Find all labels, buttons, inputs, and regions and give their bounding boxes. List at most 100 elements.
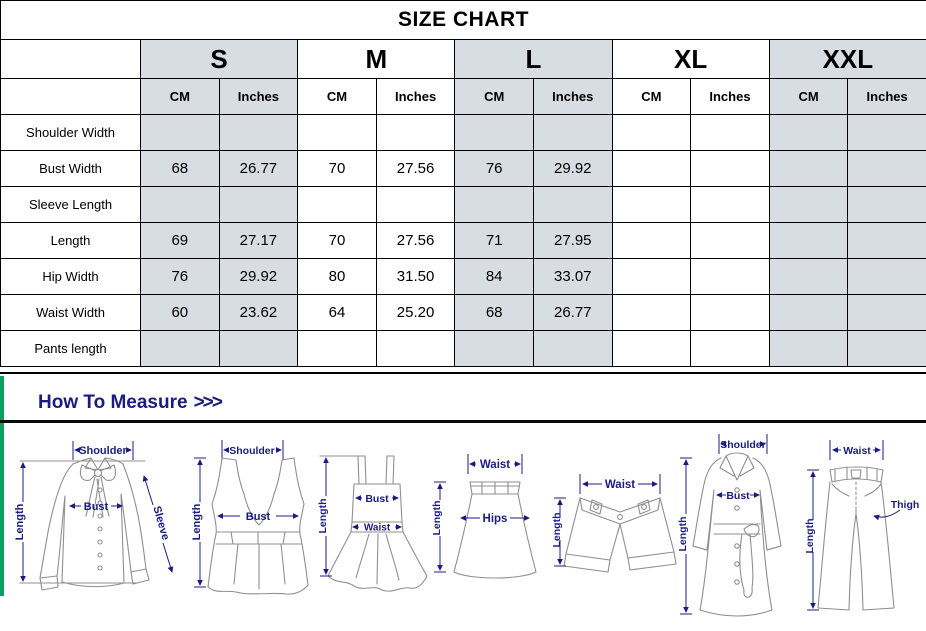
measurement-cell bbox=[690, 258, 770, 295]
measurement-cell: 29.92 bbox=[218, 258, 299, 295]
measurement-cell bbox=[768, 294, 849, 331]
figure-coat: Shoulder Bust Length bbox=[664, 428, 806, 631]
measurement-cell bbox=[611, 258, 692, 295]
figure-skirt: Waist Hips Length bbox=[430, 434, 560, 619]
measurement-cell: 31.50 bbox=[375, 258, 456, 295]
size-header-xl: XL bbox=[611, 39, 770, 79]
measurement-cell bbox=[768, 258, 849, 295]
dress-bust-label: Bust bbox=[365, 493, 389, 505]
unit-header-xl-cm: CM bbox=[611, 78, 692, 115]
row-label: Waist Width bbox=[0, 294, 141, 331]
unit-header-m-cm: CM bbox=[297, 78, 377, 115]
measurement-cell: 69 bbox=[140, 222, 220, 259]
figure-dress: Bust Waist Length bbox=[314, 434, 442, 619]
measurement-cell bbox=[611, 222, 692, 259]
measurement-cell bbox=[218, 186, 299, 223]
figure-pants: Waist Thigh Length bbox=[797, 432, 925, 631]
heading-divider bbox=[0, 420, 926, 423]
skirt-length-label: Length bbox=[431, 501, 443, 536]
blouse-length-label: Length bbox=[14, 503, 26, 540]
chevrons-icon: >>> bbox=[193, 392, 223, 413]
measurement-cell: 27.95 bbox=[532, 222, 613, 259]
measurement-cell bbox=[532, 186, 613, 223]
size-header-l: L bbox=[454, 39, 613, 79]
unit-header-m-inches: Inches bbox=[375, 78, 456, 115]
measurement-cell: 76 bbox=[140, 258, 220, 295]
skirt-waist-label: Waist bbox=[480, 459, 510, 471]
measurement-cell bbox=[768, 330, 849, 367]
chart-title: SIZE CHART bbox=[0, 0, 926, 40]
measurement-cell: 26.77 bbox=[218, 150, 299, 187]
measurement-cell bbox=[847, 150, 926, 187]
measurement-cell: 68 bbox=[140, 150, 220, 187]
measurement-cell: 29.92 bbox=[532, 150, 613, 187]
measurement-cell bbox=[768, 222, 849, 259]
measurement-cell bbox=[375, 114, 456, 151]
unit-header-xxl-inches: Inches bbox=[847, 78, 926, 115]
pants-waist-label: Waist bbox=[843, 445, 871, 457]
tank-length-label: Length bbox=[191, 503, 203, 540]
measurement-cell bbox=[218, 330, 299, 367]
tank-bust-label: Bust bbox=[246, 511, 271, 523]
measurement-cell bbox=[611, 186, 692, 223]
table-row: Hip Width 76 29.92 80 31.50 84 33.07 bbox=[0, 258, 926, 295]
measurement-cell bbox=[690, 114, 770, 151]
row-label: Hip Width bbox=[0, 258, 141, 295]
measurement-cell: 70 bbox=[297, 150, 377, 187]
measure-heading-text: How To Measure bbox=[38, 392, 188, 413]
measurement-cell bbox=[611, 114, 692, 151]
measurement-cell: 84 bbox=[454, 258, 534, 295]
table-row: Waist Width 60 23.62 64 25.20 68 26.77 bbox=[0, 294, 926, 331]
measurement-cell bbox=[690, 294, 770, 331]
blouse-shoulder-label: Shoulder bbox=[79, 445, 127, 457]
measurement-cell: 23.62 bbox=[218, 294, 299, 331]
size-header-xxl: XXL bbox=[768, 39, 926, 79]
shorts-waist-label: Waist bbox=[605, 479, 635, 491]
table-row: Length 69 27.17 70 27.56 71 27.95 bbox=[0, 222, 926, 259]
measurement-cell bbox=[297, 186, 377, 223]
size-header-m: M bbox=[297, 39, 456, 79]
measurement-cell: 76 bbox=[454, 150, 534, 187]
measurement-cell: 64 bbox=[297, 294, 377, 331]
measurement-cell: 68 bbox=[454, 294, 534, 331]
measurement-cell bbox=[375, 186, 456, 223]
figures-row: Shoulder Bust Length Sleeve bbox=[0, 424, 926, 631]
measurement-cell bbox=[611, 294, 692, 331]
measurement-cell bbox=[297, 114, 377, 151]
measurement-cell bbox=[218, 114, 299, 151]
measurement-cell: 60 bbox=[140, 294, 220, 331]
blouse-sleeve-label: Sleeve bbox=[150, 505, 171, 542]
measurement-cell bbox=[847, 186, 926, 223]
figure-shorts: Waist Length bbox=[551, 436, 687, 616]
coat-length-label: Length bbox=[677, 517, 689, 552]
measurement-cell bbox=[847, 294, 926, 331]
unit-header-s-inches: Inches bbox=[218, 78, 299, 115]
green-edge-bar bbox=[0, 376, 4, 596]
unit-header-xxl-cm: CM bbox=[768, 78, 849, 115]
measurement-cell bbox=[454, 330, 534, 367]
measurement-cell: 25.20 bbox=[375, 294, 456, 331]
table-row: Sleeve Length bbox=[0, 186, 926, 223]
shorts-length-label: Length bbox=[552, 513, 563, 548]
measurement-cell bbox=[532, 330, 613, 367]
measurement-cell bbox=[768, 186, 849, 223]
measurement-cell bbox=[297, 330, 377, 367]
size-header-s: S bbox=[139, 39, 299, 79]
measurement-cell bbox=[768, 114, 849, 151]
how-to-measure-section: How To Measure >>> Shoulder bbox=[0, 372, 926, 631]
measurement-cell: 27.17 bbox=[218, 222, 299, 259]
measurement-cell bbox=[375, 330, 456, 367]
row-label: Length bbox=[0, 222, 141, 259]
size-table-body: SIZE CHART S M L XL XXL CM Inches CM Inches CM Inch… bbox=[0, 0, 926, 367]
measurement-cell bbox=[454, 186, 534, 223]
pants-length-label: Length bbox=[804, 519, 816, 554]
blouse-bust-label: Bust bbox=[84, 501, 109, 513]
coat-shoulder-label: Shoulder bbox=[720, 439, 766, 451]
table-row: Pants length bbox=[0, 330, 926, 367]
dress-waist-label: Waist bbox=[364, 523, 391, 534]
measure-heading: How To Measure >>> bbox=[38, 392, 223, 414]
measurement-cell bbox=[690, 186, 770, 223]
measurement-cell bbox=[140, 114, 220, 151]
unit-header-l-inches: Inches bbox=[532, 78, 613, 115]
tank-shoulder-label: Shoulder bbox=[229, 445, 275, 457]
